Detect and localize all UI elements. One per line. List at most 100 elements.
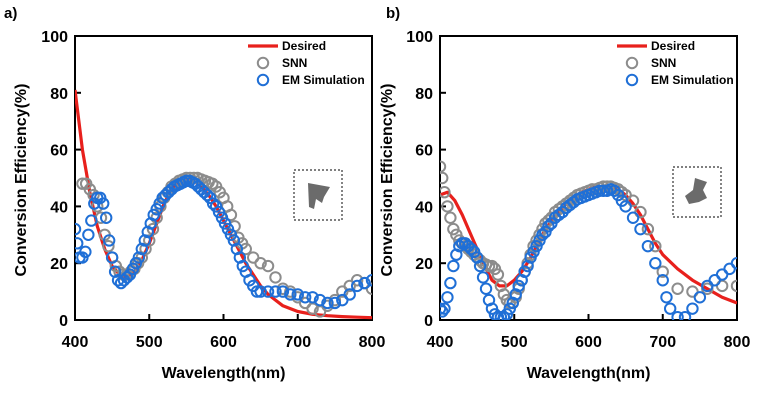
snn-point [730, 279, 737, 293]
em-point [440, 305, 449, 318]
em-point [473, 259, 487, 273]
legend-desired-label: Desired [651, 39, 695, 53]
em-point [542, 220, 555, 233]
em-point [261, 285, 275, 298]
em-point [105, 251, 119, 264]
em-point [476, 271, 490, 284]
em-point [619, 200, 632, 213]
em-point [321, 296, 334, 310]
plot-area [440, 160, 737, 320]
em-point [678, 310, 692, 320]
y-tick-label: 100 [406, 29, 433, 46]
snn-point [350, 274, 364, 287]
em-point [269, 285, 282, 298]
panel-label: a) [4, 5, 17, 22]
em-point [85, 214, 98, 227]
em-point [626, 211, 640, 224]
snn-point [485, 259, 499, 273]
em-point [75, 222, 82, 236]
x-tick-label: 700 [284, 334, 311, 351]
legend-em-label: EM Simulation [651, 73, 734, 87]
em-point [730, 257, 737, 270]
em-point [634, 222, 647, 236]
em-point [536, 228, 549, 242]
em-point [79, 245, 92, 259]
em-point [365, 274, 372, 287]
em-point [97, 197, 110, 210]
panel-label: b) [386, 5, 400, 22]
legend-em-label: EM Simulation [282, 73, 365, 87]
em-point [298, 291, 312, 304]
y-tick-label: 60 [415, 143, 433, 160]
em-point [328, 296, 342, 310]
snn-point [440, 186, 451, 199]
em-point [641, 239, 655, 253]
em-point [343, 288, 356, 301]
em-point [686, 302, 699, 315]
x-tick-label: 700 [649, 334, 676, 351]
inset-frame [293, 169, 343, 221]
legend-em-swatch [256, 73, 270, 87]
x-tick-label: 500 [501, 334, 528, 351]
em-point [663, 302, 677, 315]
y-tick-label: 80 [50, 86, 68, 103]
y-tick-label: 60 [50, 143, 68, 160]
x-tick-label: 800 [724, 334, 751, 351]
y-tick-label: 80 [415, 86, 433, 103]
em-point [440, 302, 451, 315]
em-point [693, 291, 707, 304]
x-tick-label: 400 [427, 334, 454, 351]
y-tick-label: 40 [50, 199, 68, 216]
y-tick-label: 40 [415, 199, 433, 216]
legend-snn-label: SNN [651, 56, 676, 70]
em-point [82, 228, 95, 242]
y-tick-label: 0 [424, 313, 433, 330]
snn-point [441, 200, 454, 213]
snn-point [641, 222, 655, 236]
snn-point [269, 271, 282, 284]
chart-panel-b: b) 400 500 600 700 800 0 20 40 60 80 100 Wavelength(… [379, 5, 750, 382]
legend-snn-swatch [625, 56, 639, 70]
snn-point [649, 239, 662, 253]
x-axis-label: Wavelength(nm) [162, 365, 286, 382]
em-point [358, 276, 371, 290]
snn-point [444, 211, 457, 224]
y-axis-label: Conversion Efficiency(%) [379, 84, 396, 277]
snn-point [542, 214, 555, 227]
x-axis-label: Wavelength(nm) [527, 365, 651, 382]
em-point [254, 285, 267, 298]
em-point [313, 293, 327, 307]
y-tick-label: 100 [41, 29, 68, 46]
em-point [464, 242, 478, 256]
em-point [75, 237, 84, 250]
unit-cell-shape [308, 183, 330, 209]
plot-area [75, 89, 372, 320]
em-point [284, 288, 297, 301]
em-point [656, 274, 669, 287]
legend: Desired SNN EM Simulation [617, 39, 734, 87]
snn-point [671, 282, 684, 295]
em-point [447, 259, 460, 273]
em-point [479, 282, 493, 295]
em-point [99, 211, 113, 224]
em-point [497, 310, 511, 320]
x-tick-label: 500 [136, 334, 163, 351]
em-point [660, 291, 673, 304]
em-point [453, 239, 466, 253]
em-point [441, 291, 454, 304]
snn-point [440, 171, 449, 185]
y-tick-label: 0 [59, 313, 68, 330]
structure-inset [672, 166, 722, 218]
unit-cell-shape [685, 178, 707, 204]
chart-panel-a: a) 400 500 600 700 800 0 20 40 60 80 100 Wavelength(… [4, 5, 385, 382]
inset-frame [672, 166, 722, 218]
legend: Desired SNN EM Simulation [248, 39, 365, 87]
em-point [649, 257, 662, 270]
em-point [350, 279, 364, 293]
snn-point [143, 234, 156, 247]
x-tick-label: 600 [575, 334, 602, 351]
legend-snn-label: SNN [282, 56, 307, 70]
y-tick-label: 20 [415, 256, 433, 273]
em-point [291, 288, 304, 301]
